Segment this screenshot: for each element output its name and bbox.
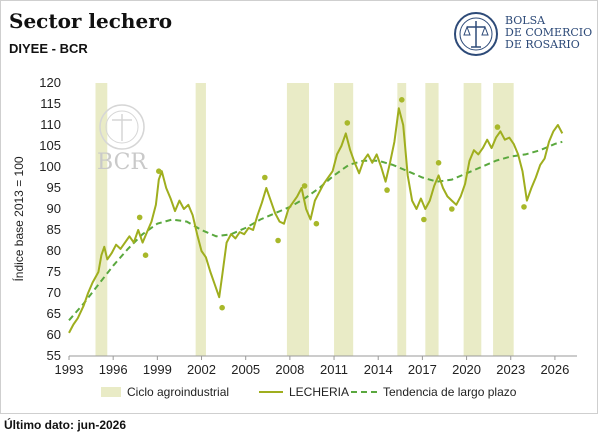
x-tick-label-3: 2002 [187,362,216,377]
bcr-seal-icon [454,12,498,56]
legend: Ciclo agroindustrial LECHERIA Tendencia de… [101,385,517,399]
y-tick-label-5: 80 [47,243,61,258]
y-tick-label-2: 65 [47,306,61,321]
y-tick-label-4: 75 [47,264,61,279]
marker-point-4 [262,174,268,181]
cycle-bands [95,83,514,356]
logo-line-2: DE COMERCIO [505,26,593,39]
trend-series [68,140,563,321]
bcr-logo: BOLSA DE COMERCIO DE ROSARIO [453,11,593,57]
x-tick-label-6: 2011 [320,362,348,377]
marker-point-12 [435,160,442,166]
marker-point-5 [275,237,281,244]
x-tick-label-10: 2023 [496,362,525,377]
legend-label-lecheria: LECHERIA [289,385,349,399]
logo-text: BOLSA DE COMERCIO DE ROSARIO [505,15,592,51]
x-tick-label-2: 1999 [143,362,172,377]
axes: 55 60 65 70 75 80 85 90 95 100 105 110 115 120 1993 199… [39,75,577,377]
line-chart: BCR 55 60 65 70 75 80 85 90 95 100 105 110 115 120 199… [11,75,577,399]
lecheria-series [68,107,564,334]
y-tick-label-0: 55 [47,348,61,363]
watermark-text: BCR [97,150,148,175]
y-tick-label-8: 95 [47,180,61,195]
marker-point-3 [219,304,225,311]
cycle-band-4 [397,83,407,356]
legend-label-trend: Tendencia de largo plazo [383,385,517,399]
watermark-ring [105,110,139,144]
x-tick-label-7: 2014 [364,362,393,377]
marker-point-14 [494,124,501,130]
legend-swatch-cycle [101,387,121,397]
x-tick-label-5: 2008 [275,362,304,377]
cycle-band-1 [195,83,206,356]
marker-point-8 [344,120,351,126]
y-tick-label-9: 100 [39,159,61,174]
x-tick-label-9: 2020 [452,362,481,377]
y-tick-label-11: 110 [40,117,61,132]
y-axis-label: Índice base 2013 = 100 [11,156,26,281]
watermark-seal-icon [99,104,145,150]
x-tick-label-4: 2005 [231,362,260,377]
bcr-watermark: BCR [97,104,148,175]
logo-line-1: BOLSA [505,14,546,27]
marker-point-13 [449,206,455,212]
lecheria-line [68,107,564,334]
cycle-band-3 [334,83,354,356]
cycle-band-7 [493,83,514,356]
legend-label-cycle: Ciclo agroindustrial [127,385,229,399]
y-tick-label-12: 115 [40,96,61,111]
cycle-band-5 [425,83,439,356]
marker-point-9 [384,187,390,193]
y-tick-label-7: 90 [47,201,61,216]
x-tick-label-1: 1996 [99,362,128,377]
x-tick-label-8: 2017 [408,362,437,377]
chart-subtitle: DIYEE - BCR [9,41,88,56]
marker-point-7 [313,220,320,227]
marker-point-1 [142,252,149,258]
chart-title: Sector lechero [9,9,173,33]
y-tick-label-6: 85 [47,222,61,237]
logo-line-3: DE ROSARIO [505,38,580,51]
marker-point-10 [398,97,405,103]
last-data-note: Último dato: jun-2026 [4,418,127,432]
marker-point-6 [301,183,308,189]
chart-card: Sector lechero DIYEE - BCR BOLSA DE COME… [0,0,598,414]
marker-point-15 [521,204,527,210]
y-tick-label-3: 70 [47,285,61,300]
cycle-band-2 [286,83,310,356]
y-tick-label-13: 120 [39,75,61,90]
marker-point-0 [136,214,143,221]
y-tick-label-1: 60 [47,327,61,342]
marker-point-11 [421,216,427,223]
cycle-band-6 [463,83,482,356]
cycle-band-0 [95,83,108,356]
peak-markers [136,97,527,311]
marker-point-2 [156,168,162,174]
trend-line [68,140,563,321]
x-tick-label-0: 1993 [55,362,84,377]
x-tick-label-11: 2026 [540,362,569,377]
y-tick-label-10: 105 [39,138,61,153]
